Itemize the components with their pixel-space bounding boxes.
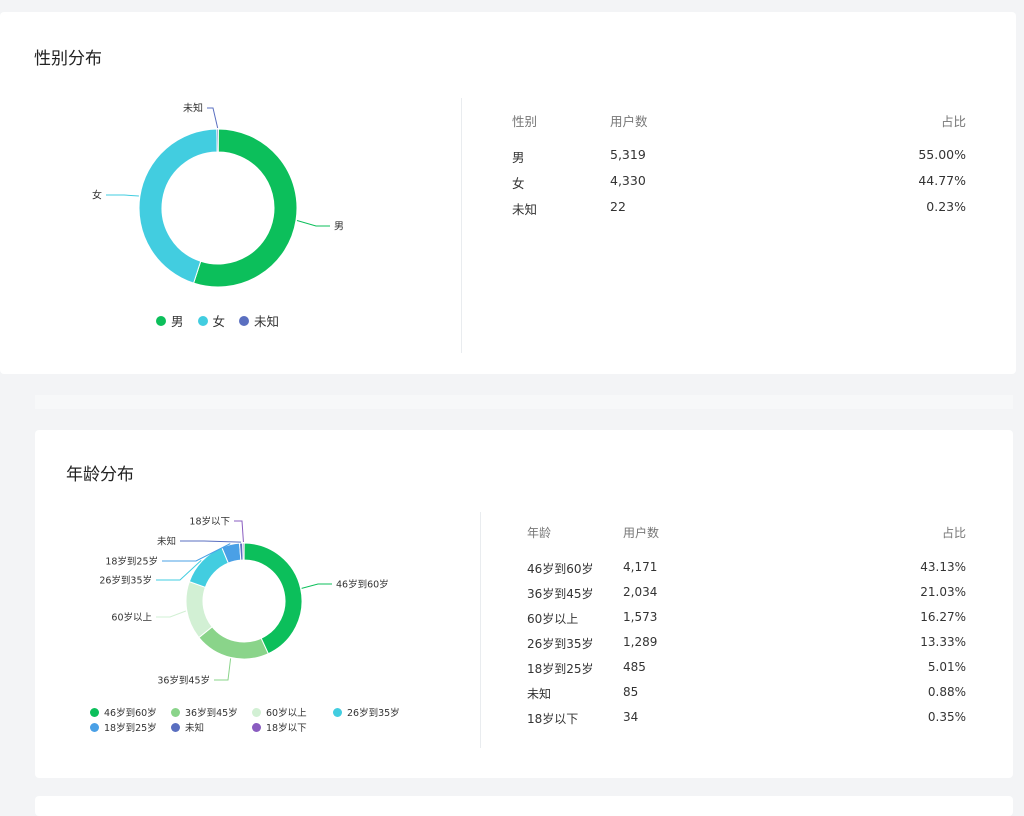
table-row: 46岁到60岁 4,171 43.13% [527,560,966,585]
row-percent: 43.13% [920,560,966,574]
age-chart-legend: 46岁到60岁 36岁到45岁 60岁以上 26岁到35岁 18岁到25岁 未知 18岁以下 [90,705,420,735]
legend-swatch [90,722,99,732]
row-label: 女 [512,176,525,191]
gender-col-ratio: 占比 [940,114,966,129]
row-percent: 0.23% [926,199,966,214]
legend-label: 26岁到35岁 [347,708,400,719]
legend-swatch [252,722,261,732]
table-row: 18岁以下 34 0.35% [527,710,966,735]
legend-label: 18岁到25岁 [104,723,157,734]
gender-col-gender: 性别 [512,114,538,129]
row-label: 未知 [527,687,552,701]
row-percent: 21.03% [920,585,966,599]
legend-item[interactable]: 未知 [171,720,252,734]
gender-table: 性别 用户数 占比 男 5,319 55.00% 女 4,330 44.77% … [512,111,966,225]
row-count: 5,319 [610,147,646,162]
row-percent: 0.88% [927,685,966,699]
legend-item[interactable]: 26岁到35岁 [333,705,414,719]
legend-item[interactable]: 18岁以下 [252,720,333,734]
legend-label: 男 [171,314,184,329]
row-label: 36岁到45岁 [527,587,594,601]
row-percent: 0.35% [927,710,966,724]
legend-label: 60岁以上 [266,708,307,719]
table-row: 男 5,319 55.00% [512,147,966,173]
table-row: 60岁以上 1,573 16.27% [527,610,966,635]
age-card-divider [480,512,481,748]
gender-card-title: 性别分布 [34,49,102,69]
row-count: 1,289 [623,635,658,649]
row-count: 4,171 [623,560,658,574]
table-row: 18岁到25岁 485 5.01% [527,660,966,685]
age-table: 年龄 用户数 占比 46岁到60岁 4,171 43.13% 36岁到45岁 2… [527,524,966,735]
row-count: 22 [610,199,626,214]
age-card-title: 年龄分布 [66,465,134,485]
row-count: 485 [623,660,646,674]
legend-label: 46岁到60岁 [104,708,157,719]
legend-swatch [252,707,261,717]
legend-item[interactable]: 男 [156,311,184,330]
legend-item[interactable]: 36岁到45岁 [171,705,252,719]
legend-swatch [333,707,342,717]
row-percent: 5.01% [927,660,966,674]
table-row: 26岁到35岁 1,289 13.33% [527,635,966,660]
row-label: 未知 [512,202,538,217]
legend-item[interactable]: 60岁以上 [252,705,333,719]
gender-card-divider [461,98,462,353]
legend-label: 未知 [254,314,280,329]
row-label: 26岁到35岁 [527,637,594,651]
legend-swatch [171,707,180,717]
next-card-edge [35,796,1013,816]
gender-table-header: 性别 用户数 占比 [512,111,966,147]
row-label: 60岁以上 [527,612,579,626]
row-count: 4,330 [610,173,646,188]
row-count: 2,034 [623,585,658,599]
legend-label: 18岁以下 [266,723,307,734]
row-percent: 44.77% [918,173,966,188]
legend-item[interactable]: 18岁到25岁 [90,720,171,734]
section-separator [35,395,1013,409]
row-count: 34 [623,710,639,724]
age-col-age: 年龄 [527,526,552,540]
legend-swatch [156,315,166,326]
table-row: 未知 22 0.23% [512,199,966,225]
row-count: 85 [623,685,639,699]
row-label: 18岁以下 [527,712,579,726]
table-row: 未知 85 0.88% [527,685,966,710]
legend-swatch [197,315,208,326]
row-percent: 16.27% [920,610,966,624]
legend-item[interactable]: 未知 [239,311,279,330]
gender-chart-legend: 男 女 未知 [156,311,293,330]
age-col-users: 用户数 [623,526,660,540]
gender-col-users: 用户数 [610,114,648,129]
row-percent: 55.00% [918,147,966,162]
legend-item[interactable]: 女 [197,311,226,330]
row-percent: 13.33% [920,635,966,649]
legend-swatch [171,722,180,732]
row-label: 男 [512,150,525,165]
table-row: 女 4,330 44.77% [512,173,966,199]
legend-label: 未知 [185,723,205,734]
legend-swatch [239,315,250,326]
legend-label: 女 [212,314,226,329]
age-col-ratio: 占比 [941,526,966,540]
row-label: 46岁到60岁 [527,562,594,576]
legend-item[interactable]: 46岁到60岁 [90,705,171,719]
age-table-header: 年龄 用户数 占比 [527,524,966,560]
row-label: 18岁到25岁 [527,662,594,676]
row-count: 1,573 [623,610,658,624]
legend-swatch [90,707,99,717]
table-row: 36岁到45岁 2,034 21.03% [527,585,966,610]
legend-label: 36岁到45岁 [185,708,238,719]
